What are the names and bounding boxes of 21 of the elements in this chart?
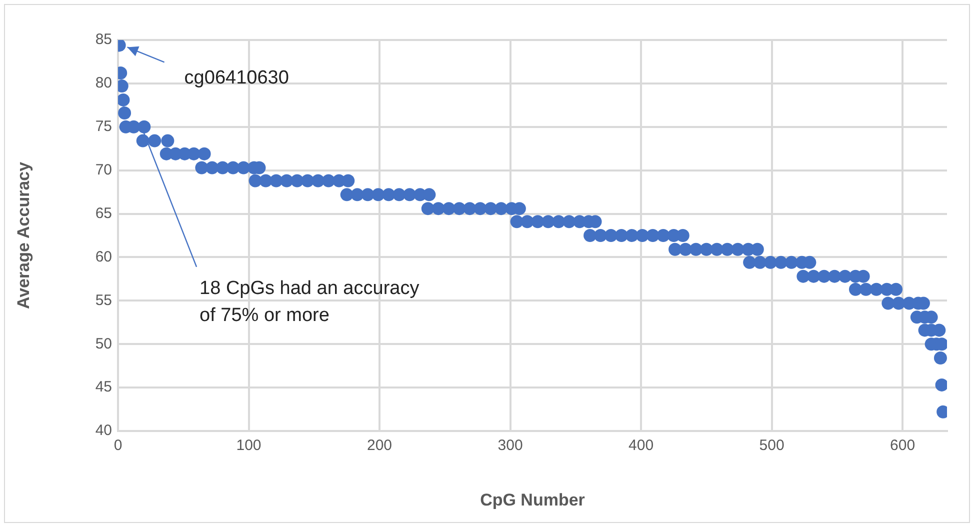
x-axis-title: CpG Number [480, 490, 586, 510]
annotation: 18 CpGs had an accuracy of 75% or more [200, 278, 420, 326]
y-tick-label: 40 [95, 422, 112, 440]
y-tick-label: 80 [95, 74, 112, 92]
x-tick-label: 600 [890, 437, 916, 454]
y-tick-label: 75 [95, 118, 112, 136]
x-tick-label: 0 [114, 437, 122, 454]
x-tick-label: 100 [236, 437, 262, 454]
y-tick-label: 50 [95, 335, 112, 352]
x-tick-label: 300 [498, 437, 523, 454]
annotation: cg06410630 [184, 67, 289, 88]
x-tick-label: 400 [628, 437, 654, 454]
y-tick-label: 70 [95, 161, 112, 178]
y-tick-label: 45 [95, 378, 112, 396]
y-tick-label: 65 [95, 204, 112, 222]
x-tick-label: 200 [367, 437, 392, 454]
y-tick-label: 60 [95, 248, 112, 266]
y-tick-label: 85 [95, 31, 112, 48]
x-tick-label: 500 [759, 437, 784, 454]
y-tick-label: 55 [95, 292, 112, 309]
y-axis-title: Average Accuracy [14, 161, 33, 310]
